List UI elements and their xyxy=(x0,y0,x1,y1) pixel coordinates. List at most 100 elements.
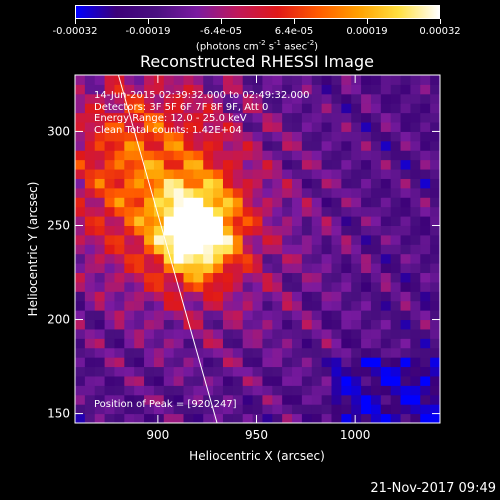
heatmap-cell xyxy=(380,84,392,95)
heatmap-cell xyxy=(232,328,244,339)
heatmap-cell xyxy=(242,263,254,274)
heatmap-cell xyxy=(262,300,273,311)
heatmap-cell xyxy=(410,225,421,236)
heatmap-cell xyxy=(311,122,323,132)
heatmap-cell xyxy=(104,328,115,339)
heatmap-cell xyxy=(380,300,392,311)
heatmap-cell xyxy=(321,93,332,104)
heatmap-cell xyxy=(104,75,115,85)
heatmap-cell xyxy=(163,272,175,283)
heatmap-cell xyxy=(222,103,234,114)
heatmap-cell xyxy=(331,216,342,226)
heatmap-cell xyxy=(390,347,402,358)
heatmap-cell xyxy=(301,291,313,302)
heatmap-cell xyxy=(163,122,175,132)
heatmap-cell xyxy=(301,159,313,170)
heatmap-cell xyxy=(114,159,125,170)
heatmap-cell xyxy=(292,385,303,396)
heatmap-cell xyxy=(153,197,165,208)
heatmap-cell xyxy=(380,112,392,123)
heatmap-cell xyxy=(114,413,125,424)
heatmap-cell xyxy=(370,394,382,405)
heatmap-cell xyxy=(262,338,273,349)
heatmap-cell xyxy=(124,93,135,104)
heatmap-cell xyxy=(311,244,323,255)
heatmap-cell xyxy=(282,197,293,208)
heatmap-cell xyxy=(272,281,283,292)
heatmap-cell xyxy=(430,272,441,283)
heatmap-cell xyxy=(400,140,411,151)
heatmap-cell xyxy=(351,197,362,208)
heatmap-cell xyxy=(400,93,411,104)
heatmap-cell xyxy=(144,385,155,396)
heatmap-cell xyxy=(301,272,313,283)
heatmap-cell xyxy=(242,394,254,405)
heatmap-cell xyxy=(292,272,303,283)
heatmap-cell xyxy=(173,338,185,349)
heatmap-cell xyxy=(252,84,263,95)
heatmap-cell xyxy=(203,75,214,85)
heatmap-cell xyxy=(331,394,342,405)
heatmap-cell xyxy=(183,375,194,386)
heatmap-cell xyxy=(144,291,155,302)
heatmap-cell xyxy=(94,93,106,104)
heatmap-cell xyxy=(153,187,165,198)
heatmap-cell xyxy=(331,272,342,283)
heatmap-cell xyxy=(430,187,441,198)
heatmap-cell xyxy=(75,112,86,123)
heatmap-cell xyxy=(351,413,362,424)
heatmap-cell xyxy=(311,375,323,386)
heatmap-cell xyxy=(341,75,352,85)
heatmap-cell xyxy=(173,394,185,405)
heatmap-cell xyxy=(252,131,263,142)
heatmap-cell xyxy=(104,225,115,236)
heatmap-cell xyxy=(262,347,273,358)
heatmap-cell xyxy=(380,187,392,198)
heatmap-cell xyxy=(232,234,244,245)
heatmap-cell xyxy=(390,112,402,123)
heatmap-cell xyxy=(361,197,372,208)
heatmap-cell xyxy=(390,150,402,161)
heatmap-cell xyxy=(183,216,194,226)
heatmap-cell xyxy=(341,169,352,179)
heatmap-cell xyxy=(163,253,175,264)
heatmap-cell xyxy=(321,281,332,292)
heatmap-cell xyxy=(370,357,382,368)
heatmap-cell xyxy=(114,319,125,330)
heatmap-cell xyxy=(351,169,362,179)
heatmap-cell xyxy=(193,112,204,123)
heatmap-cell xyxy=(124,357,135,368)
colorbar-tick-mark xyxy=(294,19,295,24)
heatmap-cell xyxy=(173,112,185,123)
heatmap-cell xyxy=(331,300,342,311)
heatmap-cell xyxy=(361,150,372,161)
heatmap-cell xyxy=(114,300,125,311)
heatmap-cell xyxy=(351,159,362,170)
heatmap-cell xyxy=(232,404,244,415)
heatmap-cell xyxy=(134,319,145,330)
heatmap-cell xyxy=(351,244,362,255)
heatmap-cell xyxy=(222,187,234,198)
heatmap-cell xyxy=(262,385,273,396)
heatmap-cell xyxy=(410,404,421,415)
heatmap-cell xyxy=(430,385,441,396)
heatmap-cell xyxy=(400,216,411,226)
heatmap-cell xyxy=(94,272,106,283)
heatmap-cell xyxy=(84,272,96,283)
heatmap-cell xyxy=(301,150,313,161)
heatmap-cell xyxy=(134,244,145,255)
heatmap-cell xyxy=(311,150,323,161)
heatmap-cell xyxy=(163,150,175,161)
heatmap-cell xyxy=(282,385,293,396)
heatmap-cell xyxy=(282,206,293,217)
heatmap-cell xyxy=(232,187,244,198)
heatmap-cell xyxy=(370,300,382,311)
heatmap-cell xyxy=(232,263,244,274)
heatmap-cell xyxy=(410,291,421,302)
heatmap-cell xyxy=(351,319,362,330)
heatmap-cell xyxy=(163,244,175,255)
heatmap-cell xyxy=(134,272,145,283)
heatmap-cell xyxy=(331,244,342,255)
heatmap-cell xyxy=(173,206,185,217)
heatmap-cell xyxy=(242,310,254,321)
